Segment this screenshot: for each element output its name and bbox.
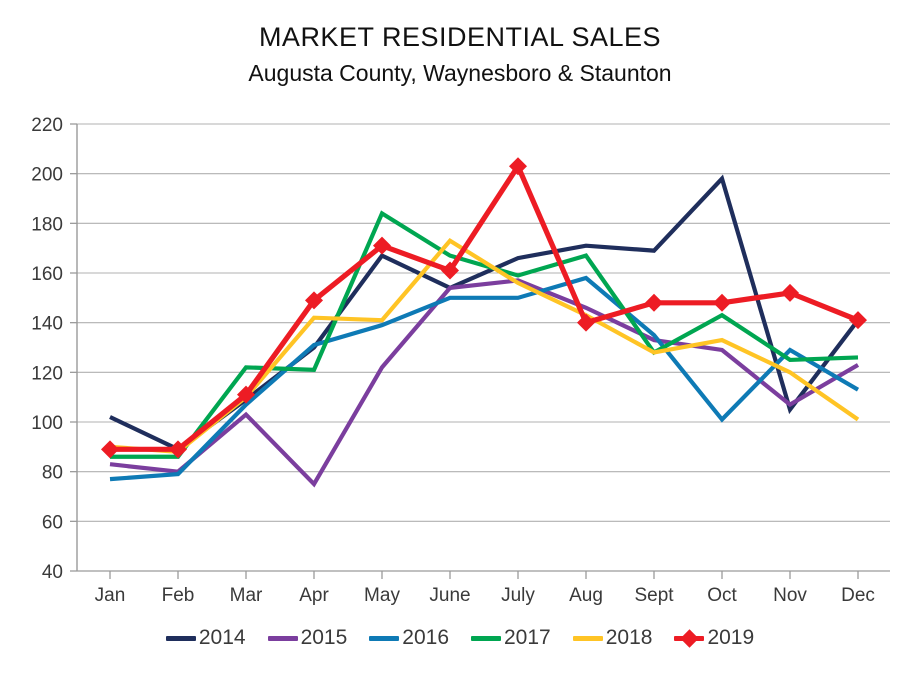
x-axis-tick-label: Sept [634,585,674,606]
page-title: MARKET RESIDENTIAL SALES [258,22,662,52]
legend-diamond-marker-icon [680,628,700,648]
data-point-marker [373,236,391,255]
x-axis-tick-label: Nov [773,585,807,606]
legend-swatch-2018 [572,628,603,649]
data-point-marker [101,440,119,459]
legend-item-2019[interactable]: 2019 [674,626,754,650]
x-axis-tick-label: Aug [569,585,603,606]
data-point-marker [305,291,323,310]
legend-label: 2016 [402,626,449,649]
legend-label: 2014 [198,626,246,649]
y-axis-tick-label: 100 [31,413,63,434]
legend-item-2016[interactable]: 2016 [369,626,449,650]
x-axis-tick-label: Jan [95,585,126,606]
data-point-marker [713,293,731,312]
data-point-marker [577,313,595,332]
legend-label: 2017 [504,626,551,649]
x-axis-labels-group: Jan Feb Mar Apr May June July Aug Sept Oct Nov Dec [95,585,875,606]
series-line-2019 [110,160,859,452]
y-axis-tick-label: 220 [31,115,63,136]
legend-item-2018[interactable]: 2018 [572,626,653,650]
legend-swatch-2017 [471,628,501,649]
chart-subtitle: Augusta County, Waynesboro & Staunton [248,60,672,86]
legend-swatch-2019 [674,628,705,649]
y-axis-tick-label: 140 [31,314,63,335]
y-axis-tick-label: 120 [31,363,63,384]
legend-label: 2015 [300,626,348,649]
x-axis-tick-label: May [364,585,400,606]
y-axis-tick-label: 200 [31,165,63,186]
y-axis-tick-label: 40 [42,562,63,583]
series-line-2015 [109,278,860,488]
x-axis-tick-label: Oct [707,585,737,606]
data-point-marker [441,261,459,280]
legend-swatch-2016 [369,628,400,649]
legend-line-icon [267,635,298,641]
x-axis-tick-label: Mar [230,585,263,606]
data-point-marker [509,157,527,176]
x-axis-ticks-group [109,571,859,579]
legend-line-icon [572,635,603,641]
legend-item-2014[interactable]: 2014 [165,626,246,650]
series-2017 [110,210,859,459]
legend-label: 2018 [605,626,653,649]
y-axis-tick-label: 160 [31,264,63,285]
y-axis-ticks-group [70,123,77,572]
y-axis-labels-group: 40 60 80 100 120 140 160 180 200 220 [31,115,63,583]
x-axis-tick-label: Apr [299,585,329,606]
legend-line-icon [471,635,501,641]
x-axis-tick-label: July [501,585,535,606]
data-point-marker [781,283,799,302]
data-point-marker [645,293,663,312]
series-line-2016 [109,275,860,482]
series-2015 [109,278,860,488]
series-2019 [101,157,867,459]
title-block: MARKET RESIDENTIAL SALES Augusta County,… [0,20,920,89]
data-point-marker [849,311,867,330]
x-axis-tick-label: Feb [162,585,195,606]
y-axis-tick-label: 80 [42,463,63,484]
legend-swatch-2014 [165,628,196,649]
series-layer [101,157,867,488]
legend-line-icon [165,635,196,641]
data-point-marker [169,440,187,459]
y-axis-tick-label: 60 [42,512,63,533]
series-line-2017 [110,210,859,459]
legend-item-2017[interactable]: 2017 [471,626,551,650]
legend-item-2015[interactable]: 2015 [267,626,348,650]
chart-legend: 2014 2015 2016 2017 2018 2019 [0,626,920,650]
x-axis-tick-label: Dec [841,585,875,606]
y-axis-tick-label: 180 [31,214,63,235]
legend-swatch-2015 [267,628,298,649]
legend-label: 2019 [707,626,755,649]
legend-line-icon [369,635,400,641]
data-point-marker [237,385,255,404]
x-axis-tick-label: June [429,585,470,606]
series-2016 [109,275,860,482]
line-chart-plot: 40 60 80 100 120 140 160 180 200 220 Jan Feb Mar Apr… [31,115,890,606]
